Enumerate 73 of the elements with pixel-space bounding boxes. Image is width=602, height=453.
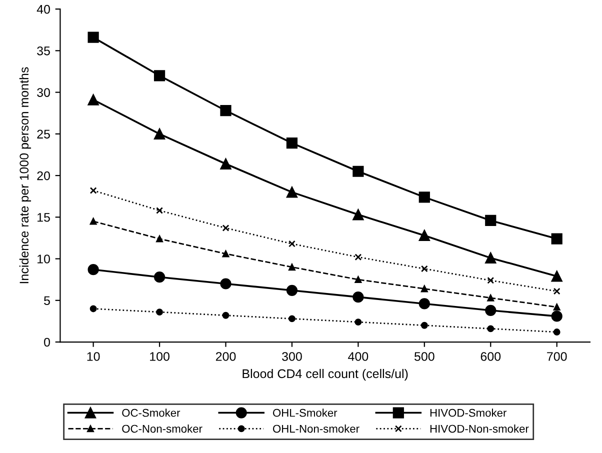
point bbox=[154, 70, 166, 82]
y-tick-label: 25 bbox=[37, 130, 50, 139]
point bbox=[90, 187, 97, 194]
point bbox=[220, 158, 232, 170]
point bbox=[354, 254, 362, 261]
y-tick-label: 10 bbox=[38, 254, 50, 264]
x-tick-label: 600 bbox=[480, 352, 501, 361]
x-axis-title: Blood CD4 cell count (cells/ul) bbox=[242, 368, 408, 381]
point bbox=[553, 328, 560, 336]
point bbox=[222, 224, 230, 232]
y-tick-label: 20 bbox=[37, 171, 50, 180]
point bbox=[156, 207, 164, 214]
point bbox=[222, 250, 230, 258]
y-tick-label: 40 bbox=[36, 4, 50, 14]
point bbox=[487, 325, 494, 332]
point bbox=[288, 240, 296, 248]
point bbox=[222, 312, 230, 319]
x-tick-label: 200 bbox=[216, 352, 236, 361]
legend-label: OC-Smoker bbox=[122, 408, 180, 417]
y-tick-label: 5 bbox=[44, 296, 50, 306]
point bbox=[551, 233, 562, 244]
point bbox=[553, 288, 560, 295]
x-tick-label: 100 bbox=[150, 352, 170, 361]
point bbox=[418, 298, 430, 310]
point bbox=[156, 235, 164, 242]
point bbox=[286, 284, 298, 296]
legend-label: HIVOD-Smoker bbox=[430, 408, 507, 417]
x-tick-label: 500 bbox=[414, 352, 434, 361]
point bbox=[286, 186, 298, 198]
x-tick-label: 700 bbox=[547, 352, 567, 361]
point bbox=[220, 278, 232, 290]
point bbox=[354, 276, 362, 284]
point bbox=[88, 264, 99, 276]
point bbox=[551, 270, 562, 282]
y-tick-label: 35 bbox=[37, 46, 50, 56]
point bbox=[90, 218, 97, 225]
point bbox=[88, 32, 99, 43]
y-tick-label: 15 bbox=[38, 213, 50, 222]
legend-label: OHL-Non-smoker bbox=[273, 424, 360, 433]
legend-label: OHL-Smoker bbox=[273, 408, 338, 417]
point bbox=[352, 292, 364, 303]
point bbox=[352, 166, 364, 177]
point bbox=[286, 138, 298, 149]
point bbox=[90, 305, 97, 312]
x-tick-label: 400 bbox=[348, 352, 368, 361]
point bbox=[553, 304, 560, 311]
point bbox=[485, 252, 496, 264]
x-tick-label: 10 bbox=[87, 352, 100, 361]
point bbox=[485, 214, 496, 226]
point bbox=[485, 304, 496, 316]
y-tick-label: 0 bbox=[44, 338, 50, 347]
point bbox=[420, 322, 428, 329]
point bbox=[154, 272, 166, 283]
y-tick-label: 30 bbox=[37, 88, 50, 97]
y-axis-title: Incidence rate per 1000 person months bbox=[19, 67, 32, 284]
x-tick-label: 300 bbox=[282, 352, 302, 361]
point bbox=[420, 285, 428, 292]
point bbox=[88, 94, 99, 106]
point bbox=[551, 310, 562, 322]
legend-label: HIVOD-Non-smoker bbox=[430, 424, 529, 433]
point bbox=[288, 264, 296, 271]
point bbox=[288, 315, 296, 322]
point bbox=[420, 265, 428, 272]
legend-label: OC-Non-smoker bbox=[122, 424, 202, 433]
point bbox=[418, 192, 430, 203]
point bbox=[154, 128, 166, 140]
point bbox=[487, 294, 494, 302]
point bbox=[418, 230, 430, 242]
point bbox=[156, 308, 164, 316]
point bbox=[354, 318, 362, 326]
point bbox=[352, 209, 364, 220]
point bbox=[487, 276, 494, 284]
point bbox=[220, 105, 232, 116]
